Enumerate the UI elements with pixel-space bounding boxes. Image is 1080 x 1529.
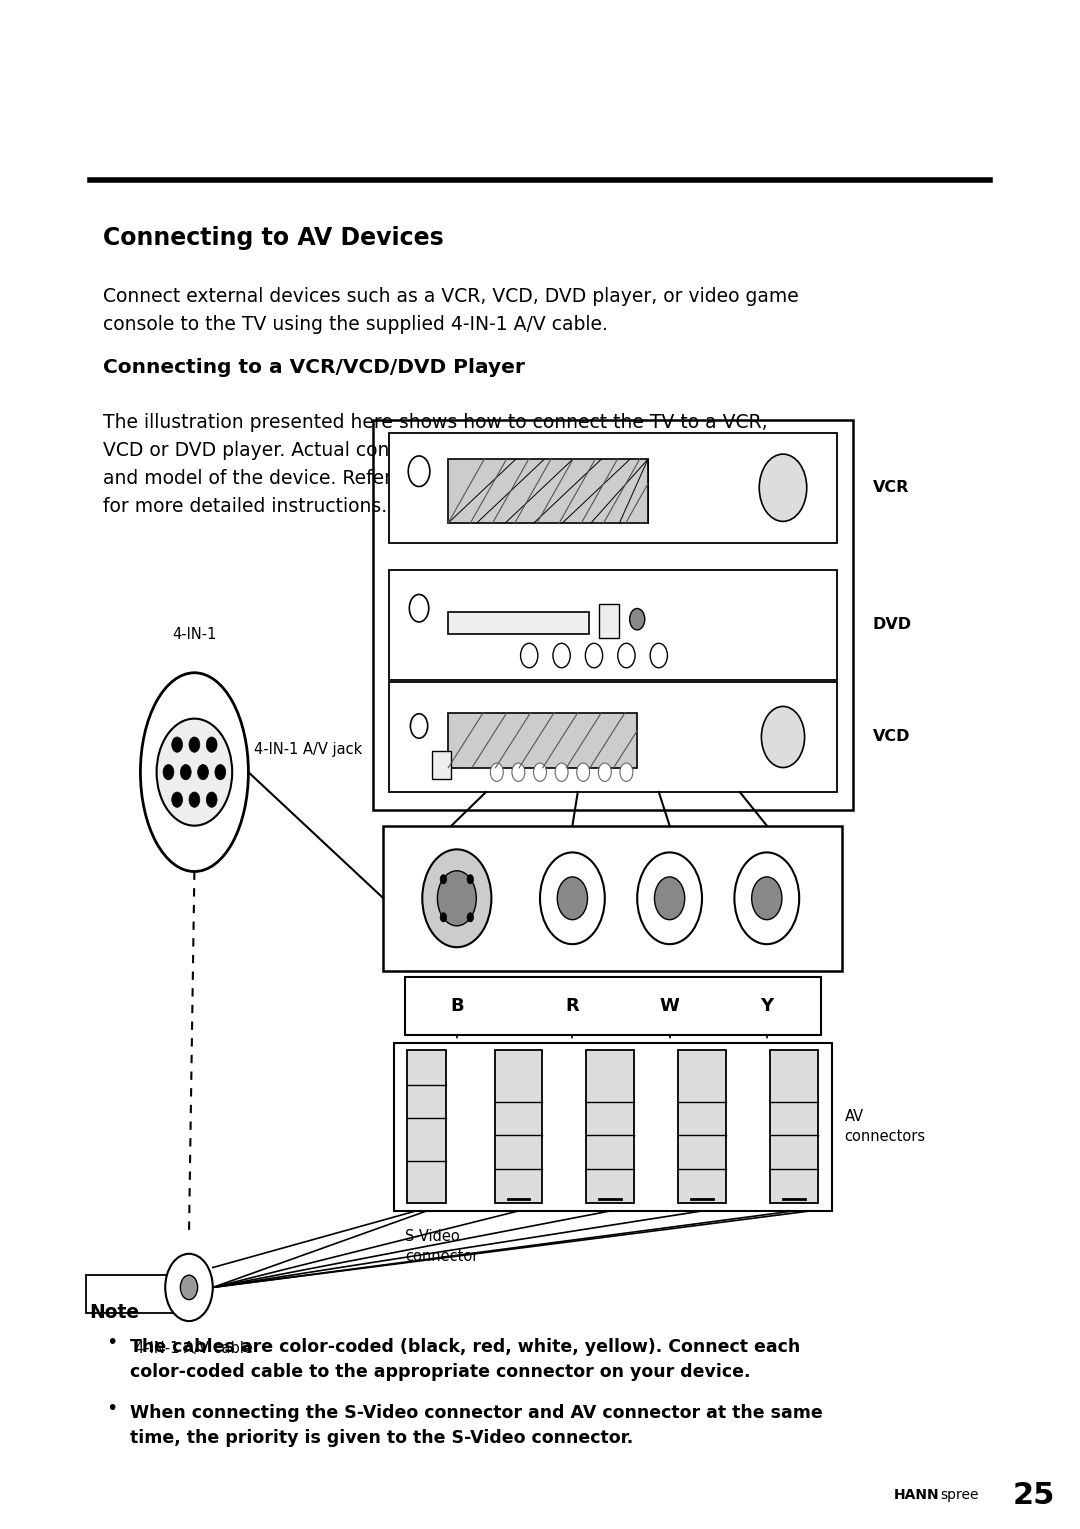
Bar [383, 826, 842, 971]
Circle shape [490, 763, 503, 781]
Text: VCR: VCR [873, 480, 909, 495]
Circle shape [206, 792, 217, 807]
Text: 25: 25 [1013, 1482, 1055, 1509]
Circle shape [408, 456, 430, 486]
Circle shape [521, 644, 538, 668]
Circle shape [441, 913, 447, 922]
Bar [432, 751, 451, 778]
Circle shape [172, 737, 183, 752]
Text: 4-IN-1 A/V cable: 4-IN-1 A/V cable [135, 1341, 253, 1356]
Bar [389, 682, 837, 792]
Circle shape [557, 878, 588, 919]
Text: Y: Y [760, 997, 773, 1015]
Circle shape [189, 792, 200, 807]
Circle shape [585, 644, 603, 668]
Text: DVD: DVD [873, 618, 912, 631]
Circle shape [618, 644, 635, 668]
Text: W: W [660, 997, 679, 1015]
Circle shape [650, 644, 667, 668]
Circle shape [555, 763, 568, 781]
Bar [373, 420, 853, 810]
Text: Connect external devices such as a VCR, VCD, DVD player, or video game
console t: Connect external devices such as a VCR, … [103, 287, 798, 335]
Circle shape [637, 853, 702, 943]
Circle shape [198, 764, 208, 780]
Text: When connecting the S-Video connector and AV connector at the same
time, the pri: When connecting the S-Video connector an… [130, 1404, 822, 1446]
Bar [394, 1043, 832, 1211]
Text: R: R [566, 997, 579, 1015]
Text: Connecting to a VCR/VCD/DVD Player: Connecting to a VCR/VCD/DVD Player [103, 358, 525, 376]
Text: •: • [106, 1399, 118, 1417]
Bar [405, 977, 821, 1035]
Circle shape [759, 454, 807, 521]
Circle shape [437, 870, 476, 927]
Circle shape [165, 1254, 213, 1321]
Bar [599, 604, 619, 638]
Circle shape [172, 792, 183, 807]
Text: •: • [106, 1333, 118, 1352]
Circle shape [215, 764, 226, 780]
Circle shape [553, 644, 570, 668]
Circle shape [467, 875, 473, 884]
Text: The cables are color-coded (black, red, white, yellow). Connect each
color-coded: The cables are color-coded (black, red, … [130, 1338, 800, 1381]
Circle shape [620, 763, 633, 781]
Circle shape [189, 737, 200, 752]
Text: 4-IN-1 A/V jack: 4-IN-1 A/V jack [254, 742, 362, 757]
Text: Note: Note [90, 1303, 139, 1321]
Circle shape [534, 763, 546, 781]
Ellipse shape [140, 673, 248, 872]
Bar [448, 713, 637, 768]
Bar [407, 1050, 446, 1203]
Text: Connecting to AV Devices: Connecting to AV Devices [103, 226, 444, 251]
Text: HANN: HANN [894, 1488, 940, 1503]
Text: VCD: VCD [873, 729, 910, 745]
Circle shape [180, 764, 191, 780]
Circle shape [598, 763, 611, 781]
Text: The illustration presented here shows how to connect the TV to a VCR,
VCD or DVD: The illustration presented here shows ho… [103, 413, 827, 515]
Bar [389, 433, 837, 543]
Circle shape [409, 595, 429, 622]
Circle shape [654, 878, 685, 919]
Circle shape [752, 878, 782, 919]
Bar [495, 1050, 542, 1203]
Bar [448, 612, 589, 633]
Text: spree: spree [941, 1488, 980, 1503]
Circle shape [410, 714, 428, 739]
Circle shape [630, 609, 645, 630]
Circle shape [577, 763, 590, 781]
Circle shape [761, 706, 805, 768]
Bar [86, 1275, 184, 1313]
Bar [389, 570, 837, 680]
Circle shape [206, 737, 217, 752]
Circle shape [734, 853, 799, 943]
Bar [678, 1050, 726, 1203]
Circle shape [441, 875, 447, 884]
Bar [586, 1050, 634, 1203]
Circle shape [163, 764, 174, 780]
Text: B: B [450, 997, 463, 1015]
Circle shape [512, 763, 525, 781]
Text: S-Video
connector: S-Video connector [405, 1229, 478, 1264]
Circle shape [422, 850, 491, 946]
Circle shape [157, 719, 232, 826]
Text: AV
connectors: AV connectors [845, 1110, 926, 1144]
Bar [770, 1050, 818, 1203]
Circle shape [467, 913, 473, 922]
Circle shape [540, 853, 605, 943]
Bar [448, 459, 648, 523]
Text: 4-IN-1: 4-IN-1 [172, 627, 217, 642]
Circle shape [180, 1275, 198, 1300]
